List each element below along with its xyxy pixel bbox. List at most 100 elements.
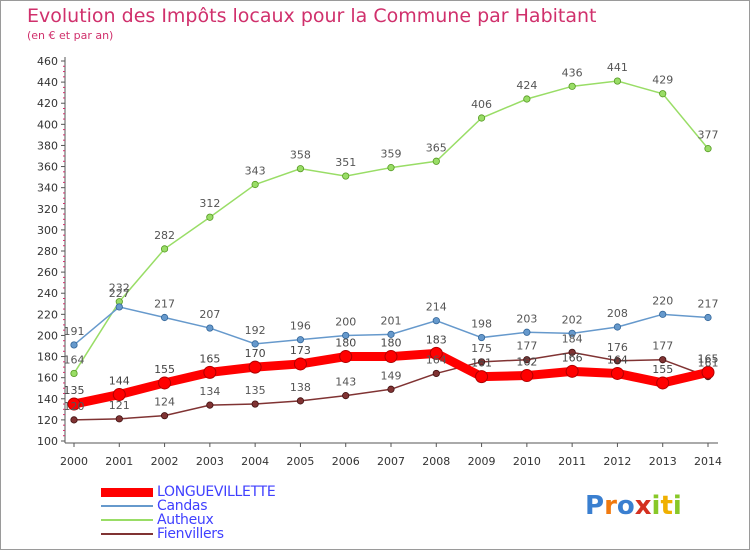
data-label: 166 [562, 351, 583, 364]
data-label: 177 [652, 340, 673, 353]
data-point [342, 392, 350, 400]
y-tick-label: 200 [37, 329, 58, 342]
data-point [203, 365, 217, 379]
data-label: 196 [290, 320, 311, 333]
data-point [656, 376, 670, 390]
x-tick-label: 2005 [286, 455, 314, 468]
data-point [296, 397, 305, 405]
data-point [160, 412, 169, 420]
data-point [70, 416, 78, 424]
data-label: 164 [426, 353, 447, 366]
data-label: 441 [607, 61, 628, 74]
data-point [704, 313, 712, 322]
data-label: 155 [154, 363, 175, 376]
data-label: 220 [652, 294, 673, 307]
data-point [387, 385, 395, 393]
data-label: 134 [199, 385, 220, 398]
data-point [613, 357, 622, 365]
data-label: 164 [64, 353, 85, 366]
data-point [158, 376, 172, 390]
x-tick-label: 2012 [603, 455, 631, 468]
data-label: 227 [109, 287, 130, 300]
data-label: 358 [290, 149, 311, 162]
data-point [251, 180, 259, 189]
data-label: 232 [109, 282, 130, 295]
data-label: 161 [698, 357, 719, 370]
data-point [565, 364, 579, 378]
legend-label: Candas [157, 498, 208, 514]
data-label: 149 [381, 369, 402, 382]
data-point [251, 400, 259, 408]
y-tick-label: 440 [37, 76, 58, 89]
data-point [613, 323, 622, 331]
data-label: 200 [335, 315, 356, 328]
data-point [70, 341, 78, 349]
data-label: 217 [698, 298, 719, 311]
series-line-autheux [73, 80, 709, 374]
data-label: 214 [426, 301, 447, 314]
data-point [475, 370, 489, 384]
data-label: 365 [426, 141, 447, 154]
legend-label: LONGUEVILLETTE [157, 484, 276, 500]
x-tick-label: 2010 [513, 455, 541, 468]
x-tick-label: 2003 [196, 455, 224, 468]
data-label: 164 [607, 353, 628, 366]
data-label: 207 [199, 308, 220, 321]
data-point [432, 369, 440, 378]
legend-entry: Candas [101, 498, 275, 514]
data-label: 176 [607, 341, 628, 354]
x-tick-label: 2000 [60, 455, 88, 468]
legend-label: Fienvillers [157, 526, 224, 542]
data-point [568, 348, 576, 356]
legend-swatch [101, 533, 153, 535]
data-point [659, 310, 667, 318]
data-label: 138 [290, 381, 311, 394]
data-point [523, 95, 531, 103]
data-point [160, 245, 169, 253]
y-tick-label: 340 [37, 182, 58, 195]
data-label: 217 [154, 298, 175, 311]
data-label: 312 [199, 197, 220, 210]
data-label: 135 [64, 384, 85, 397]
y-tick-label: 120 [37, 414, 58, 427]
data-point [384, 350, 398, 364]
data-point [248, 360, 262, 374]
data-label: 203 [516, 312, 537, 325]
proxiti-logo: Proxiti [585, 491, 682, 521]
logo-letter: t [660, 491, 673, 521]
chart-legend: LONGUEVILLETTE Candas Autheux Fienvillers [101, 484, 276, 542]
legend-entry: LONGUEVILLETTE [101, 484, 276, 500]
data-label: 175 [471, 342, 492, 355]
data-label: 173 [290, 344, 311, 357]
y-tick-label: 220 [37, 308, 58, 321]
legend-swatch [101, 519, 153, 521]
y-tick-label: 100 [37, 435, 58, 448]
data-point [115, 303, 123, 311]
data-point [659, 356, 667, 364]
data-label: 180 [335, 337, 356, 350]
data-point [704, 145, 712, 153]
y-tick-label: 400 [37, 118, 58, 131]
y-tick-label: 320 [37, 203, 58, 216]
logo-letter: i [672, 491, 682, 521]
data-point [523, 328, 531, 336]
x-tick-label: 2006 [332, 455, 360, 468]
data-point [523, 356, 531, 364]
data-point [342, 172, 350, 180]
legend-label: Autheux [157, 512, 214, 528]
x-tick-label: 2013 [649, 455, 677, 468]
data-label: 143 [335, 376, 356, 389]
data-label: 183 [426, 333, 447, 346]
data-point [477, 358, 486, 366]
data-point [206, 324, 214, 332]
data-point [432, 157, 440, 165]
x-tick-label: 2014 [694, 455, 722, 468]
y-tick-label: 300 [37, 224, 58, 237]
data-point [387, 330, 395, 338]
y-tick-label: 140 [37, 393, 58, 406]
legend-entry: Autheux [101, 512, 275, 528]
data-label: 198 [471, 318, 492, 331]
data-label: 177 [516, 340, 537, 353]
data-point [432, 317, 440, 325]
